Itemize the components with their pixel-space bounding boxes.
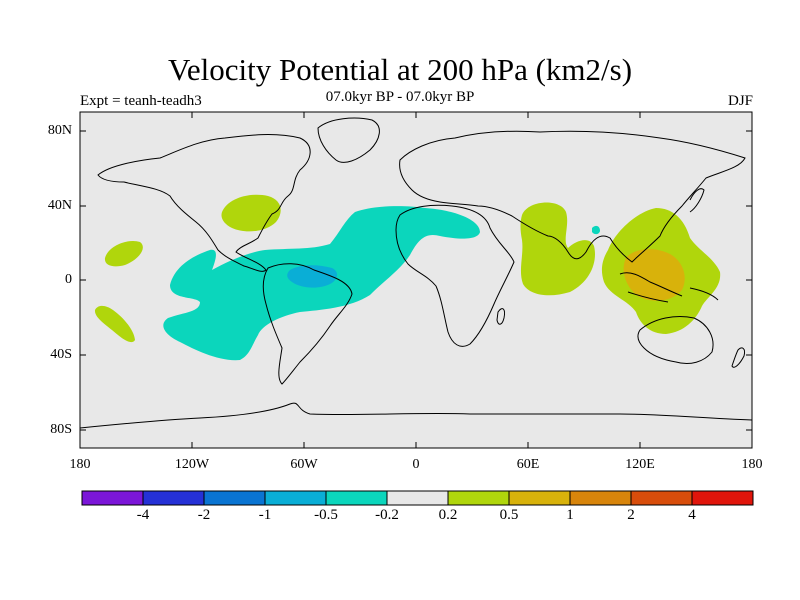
- experiment-label: Expt = teanh-teadh3: [80, 93, 202, 109]
- coast-indonesia: [619, 272, 719, 303]
- colorbar-swatch: [386, 490, 449, 506]
- coast-madagascar: [496, 308, 505, 325]
- colorbar-swatch: [264, 490, 327, 506]
- colorbar-swatch: [569, 490, 632, 506]
- colorbar-swatch: [630, 490, 693, 506]
- coast-japan: [689, 188, 705, 213]
- colorbar-swatch: [325, 490, 388, 506]
- lon-label-60e: 60E: [516, 457, 540, 472]
- coast-south-america: [262, 263, 353, 385]
- lat-tick-marks: [80, 130, 752, 431]
- colorbar-label: 2: [627, 507, 635, 523]
- colorbar-label: -0.5: [314, 507, 338, 523]
- lon-label-120e: 120E: [625, 457, 655, 472]
- lon-label-180e: 180: [741, 457, 763, 472]
- positive-region-strong-core: [623, 249, 685, 301]
- positive-region-indian-ocean: [520, 202, 595, 296]
- colorbar-swatch: [447, 490, 510, 506]
- lon-label-0: 0: [412, 457, 420, 472]
- coast-north-america: [97, 134, 311, 272]
- colorbar-label: -4: [136, 507, 150, 523]
- positive-region-pacific-north: [104, 240, 143, 267]
- colorbar-swatch: [508, 490, 571, 506]
- lat-label-80s: 80S: [50, 422, 72, 437]
- chart-subtitle: 07.0kyr BP - 07.0kyr BP: [325, 89, 475, 105]
- coast-greenland: [317, 117, 380, 163]
- lon-label-120w: 120W: [174, 457, 210, 472]
- coast-australia: [637, 316, 714, 365]
- coast-africa: [395, 204, 515, 347]
- colorbar-label: -2: [197, 507, 211, 523]
- coast-eurasia: [399, 130, 746, 263]
- colorbar-swatch: [142, 490, 205, 506]
- lon-tick-marks: [191, 112, 641, 448]
- coastlines: [80, 117, 752, 429]
- lon-label-180w: 180: [69, 457, 91, 472]
- colorbar-label: 4: [688, 507, 696, 523]
- lat-label-80n: 80N: [47, 123, 72, 138]
- coast-new-zealand: [731, 347, 745, 368]
- chart-title: Velocity Potential at 200 hPa (km2/s): [167, 52, 633, 87]
- negative-region-india-islet: [592, 225, 600, 235]
- lon-label-60w: 60W: [290, 457, 318, 472]
- lat-label-0: 0: [65, 272, 72, 287]
- colorbar: [81, 490, 754, 506]
- colorbar-swatch: [81, 490, 144, 506]
- lat-label-40s: 40S: [50, 347, 72, 362]
- coast-antarctica: [80, 402, 752, 429]
- negative-region-core: [287, 265, 338, 288]
- colorbar-swatch: [691, 490, 754, 506]
- colorbar-label: -0.2: [375, 507, 399, 523]
- colorbar-label: 0.5: [499, 507, 519, 523]
- positive-region-north-america: [221, 194, 281, 232]
- season-label: DJF: [727, 93, 753, 109]
- colorbar-label: 0.2: [438, 507, 458, 523]
- lat-label-40n: 40N: [47, 198, 72, 213]
- positive-region-pacific-south: [94, 305, 135, 343]
- colorbar-label: 1: [566, 507, 574, 523]
- colorbar-label: -1: [258, 507, 272, 523]
- colorbar-swatch: [203, 490, 266, 506]
